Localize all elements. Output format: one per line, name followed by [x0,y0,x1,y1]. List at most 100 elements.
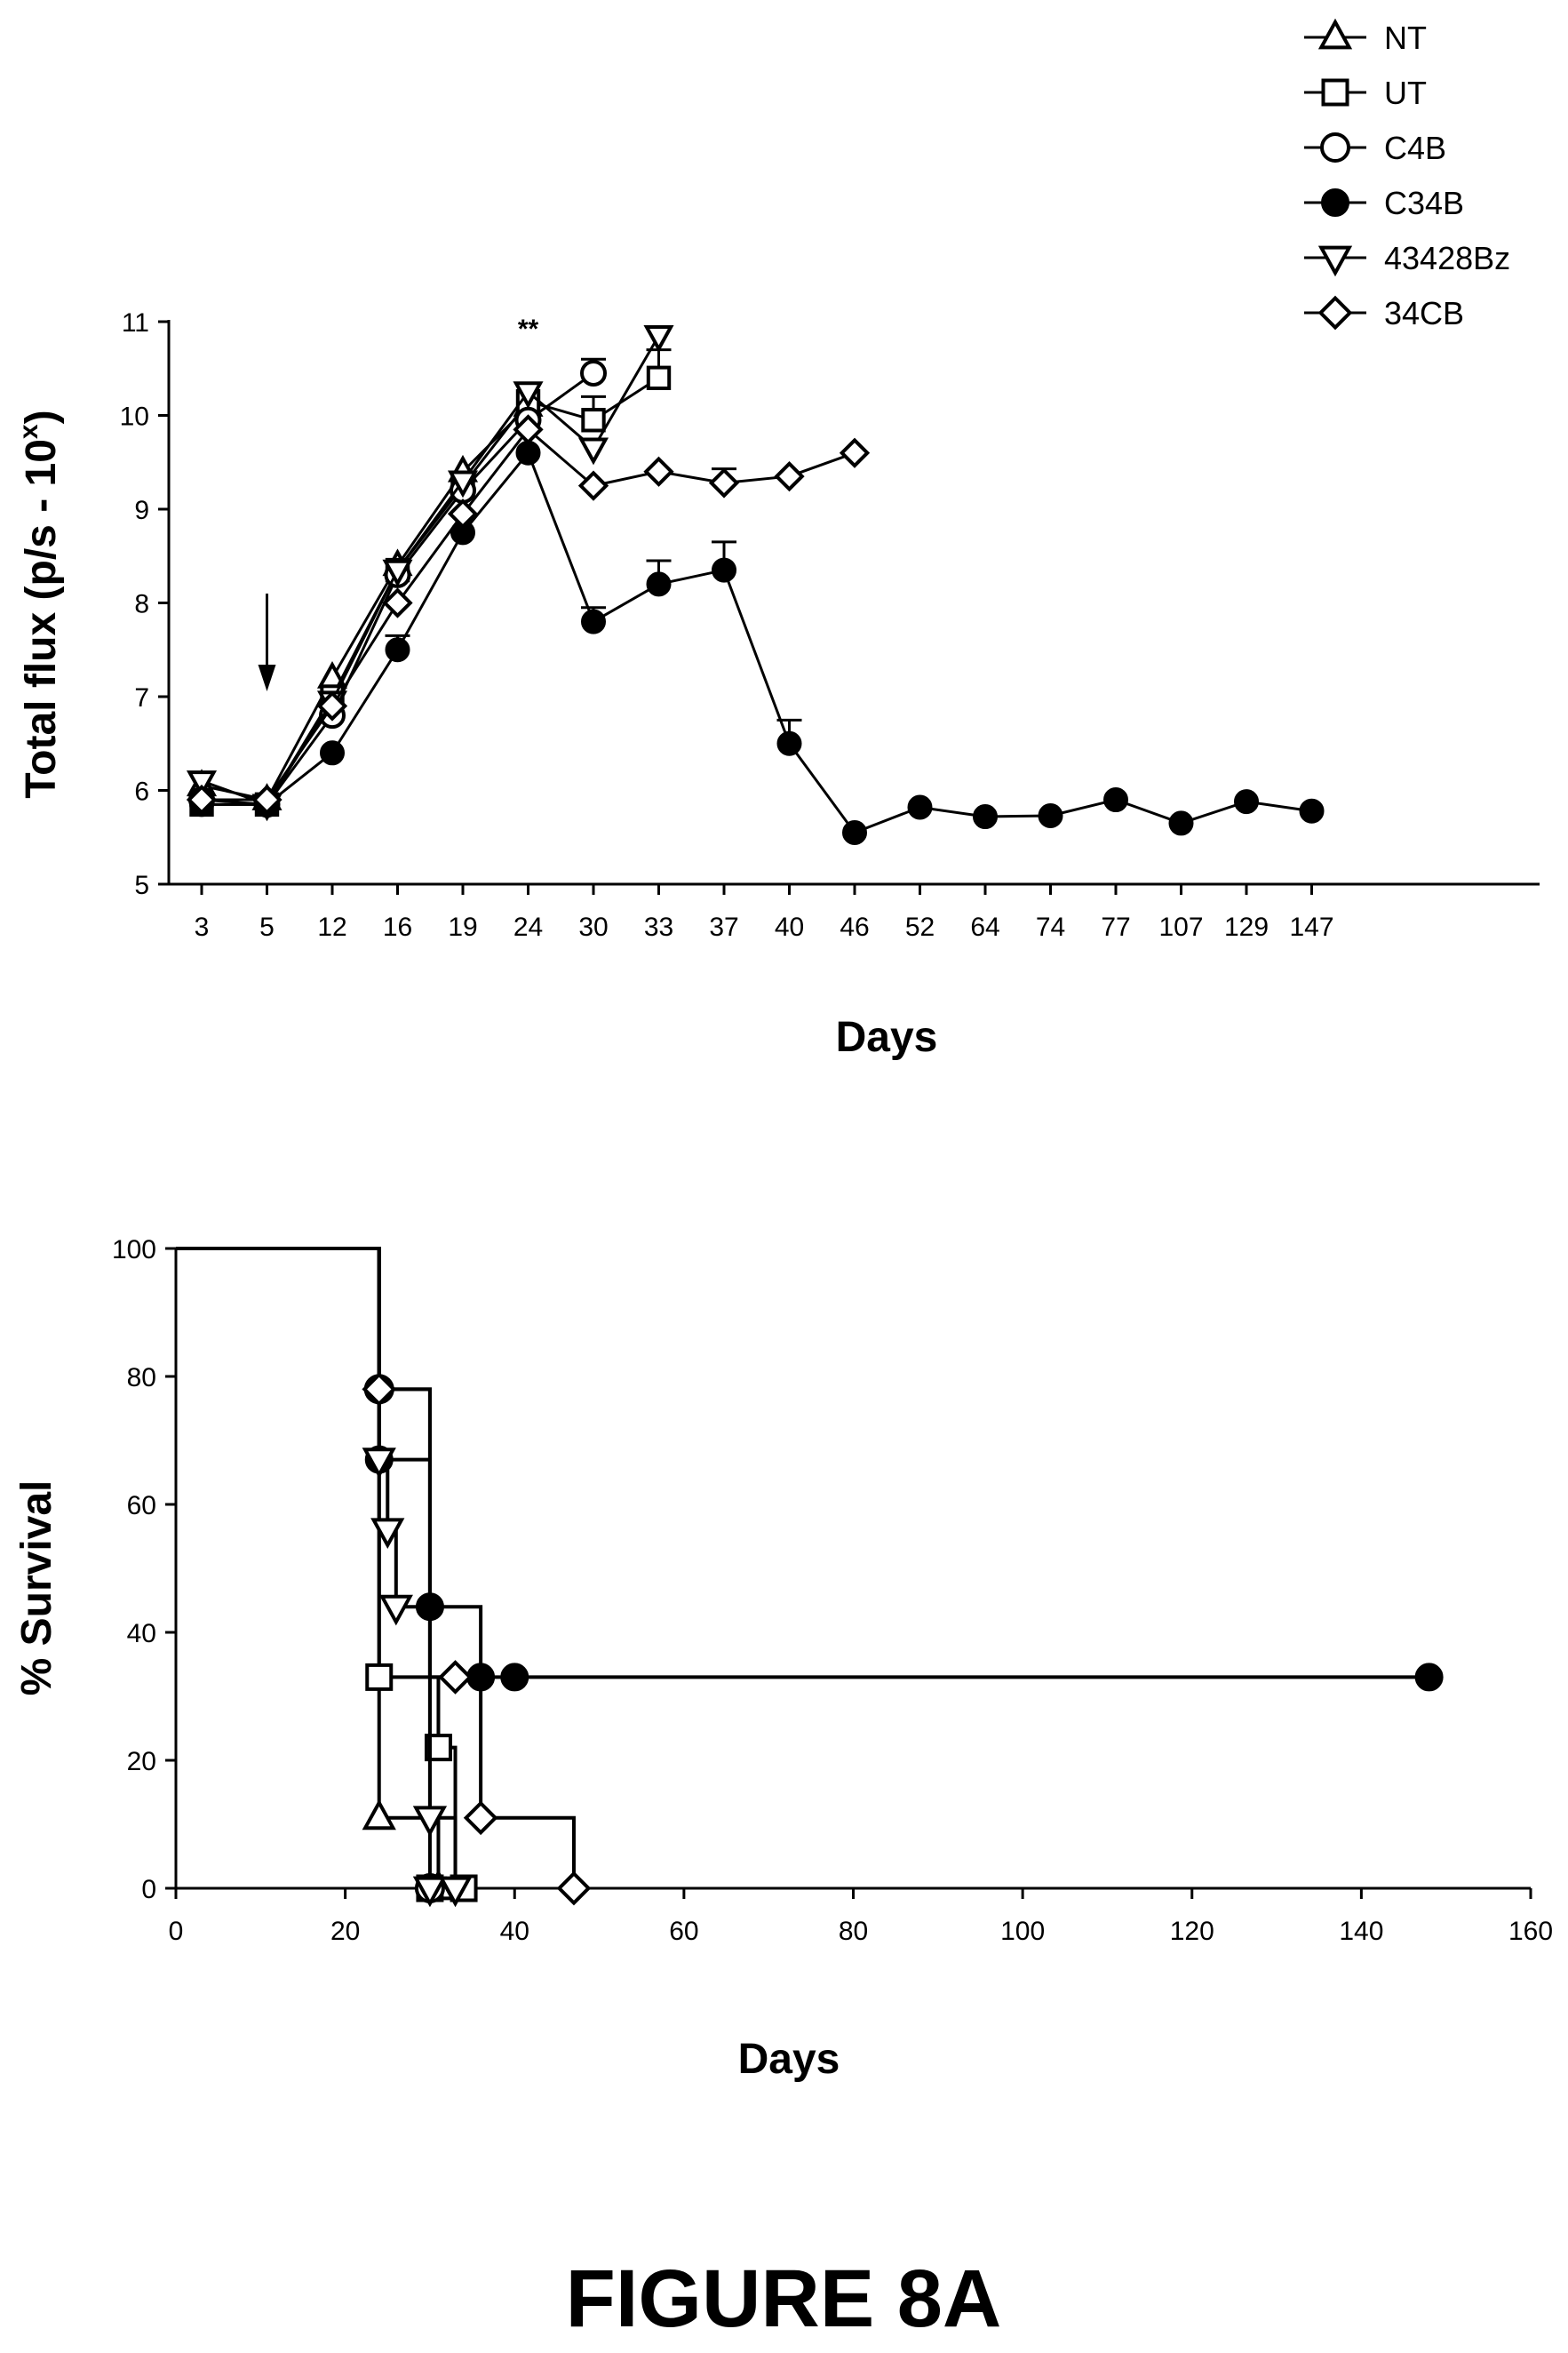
legend-label: 34CB [1384,295,1464,331]
legend-label: C34B [1384,185,1464,221]
data-point [251,784,283,816]
bottom-x-tick-label: 160 [1508,1917,1553,1946]
data-point [1038,802,1063,828]
top-x-tick-label: 107 [1158,913,1203,942]
survival-series-c4b [176,1247,445,1903]
censor-marker [412,1876,448,1908]
top-y-tick-label: 8 [134,590,149,619]
survival-step-line [176,1247,441,1888]
series-43428bz [186,324,674,822]
bottom-y-tick-label: 60 [127,1491,156,1520]
top-x-tick-label: 77 [1101,913,1130,942]
top-x-tick-label: 64 [970,913,999,942]
bottom-y-tick-label: 40 [127,1619,156,1648]
svg-text:Total flux (p/s - 10x): Total flux (p/s - 10x) [14,410,65,798]
legend-item-34cb: 34CB [1304,295,1464,331]
bottom-y-tick-label: 20 [127,1747,156,1776]
series-line [202,450,1312,834]
data-point [447,499,479,530]
top-x-tick-label: 3 [195,913,210,942]
survival-series-nt [176,1247,456,1901]
top-x-tick-label: 5 [259,913,275,942]
bottom-y-axis-label: % Survival [13,1480,60,1696]
legend-marker-icon [1317,18,1353,50]
top-x-tick-label: 12 [317,913,346,942]
data-point [513,414,544,445]
data-point [1103,787,1128,813]
top-x-tick-label: 24 [513,913,543,942]
top-y-axis-label-superscript: x [14,424,44,439]
survival-step-line [176,1247,465,1890]
top-x-tick-label: 33 [644,913,673,942]
bottom-x-tick-label: 40 [500,1917,529,1946]
top-y-axis-label-main: Total flux (p/s - 10 [18,439,65,798]
top-series [186,324,1325,845]
data-point [580,360,607,387]
series-c4b [188,357,607,818]
data-point [774,460,805,492]
censor-marker [438,1876,473,1908]
censor-marker [362,1799,396,1831]
censor-marker [463,1800,498,1836]
data-point [643,456,674,487]
data-point [515,440,541,466]
legend-item-ut: UT [1304,75,1427,111]
data-point [186,784,218,816]
data-point [1234,789,1259,815]
top-y-tick-label: 7 [134,683,149,713]
legend-marker-icon [1317,295,1353,331]
bottom-y-tick-label: 100 [112,1235,156,1264]
censor-marker [370,1518,405,1550]
survival-step-line [176,1247,576,1888]
series-line [201,335,660,807]
legend: NT UT C4B C34B 43428Bz 34CB [1304,18,1510,331]
data-point [382,587,413,618]
bottom-axes: 0 20 40 60 80 100 0 20 40 60 80 100 120 140 160 [112,1235,1553,1946]
survival-series-c34b [176,1247,1444,1692]
top-x-tick-label: 147 [1289,913,1333,942]
top-x-tick-label: 19 [448,913,477,942]
data-point [385,637,410,663]
top-y-tick-label: 6 [134,778,149,807]
legend-marker-icon [1317,245,1353,277]
data-point [907,794,933,820]
top-y-axis-label-close: ) [18,410,65,424]
legend-label: NT [1384,20,1427,56]
censor-marker [500,1663,529,1692]
significance-annotation: ** [518,315,539,344]
arrow-head [258,665,276,691]
data-point [320,740,345,766]
top-y-tick-label: 10 [120,403,149,432]
top-x-tick-label: 40 [775,913,804,942]
data-point [646,365,672,391]
data-point [646,571,672,597]
bottom-series [176,1247,1444,1908]
survival-chart: 0 20 40 60 80 100 0 20 40 60 80 100 120 140 160 Days %… [13,1235,1553,2083]
treatment-arrow-icon [258,594,276,691]
top-x-axis-label: Days [836,1014,938,1061]
series-ut [189,348,672,818]
survival-series-43428bz [176,1247,473,1908]
bottom-x-tick-label: 120 [1170,1917,1214,1946]
top-x-tick-label: 16 [383,913,412,942]
data-point [839,437,871,468]
bottom-x-tick-label: 20 [330,1917,360,1946]
figure-label: FIGURE 8A [566,2253,1002,2344]
top-x-tick-label: 74 [1036,913,1065,942]
bottom-x-tick-label: 0 [169,1917,184,1946]
bottom-x-tick-label: 80 [839,1917,868,1946]
legend-item-nt: NT [1304,18,1427,56]
censor-marker [362,1372,397,1407]
data-point [513,381,544,410]
bottom-x-axis-label: Days [738,2036,840,2083]
data-point [382,559,413,587]
bottom-x-tick-label: 60 [669,1917,698,1946]
legend-marker-icon [1321,78,1349,107]
survival-step-line [176,1247,458,1888]
top-y-tick-label: 5 [134,871,149,900]
censor-marker [362,1448,396,1479]
top-x-tick-label: 37 [709,913,738,942]
data-point [1299,798,1325,824]
data-point [776,730,802,756]
bottom-x-tick-label: 100 [1000,1917,1045,1946]
